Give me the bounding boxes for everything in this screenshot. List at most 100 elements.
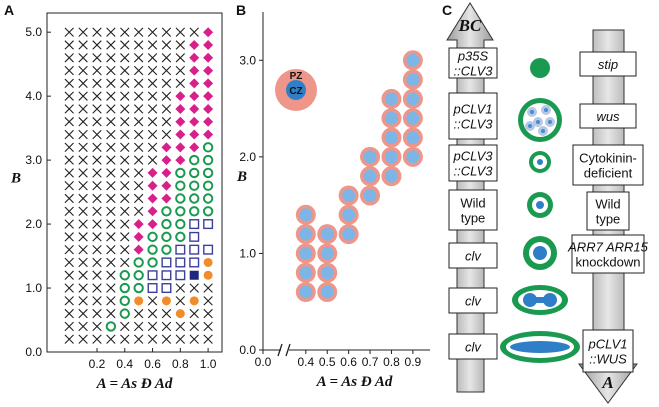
cross-marker [120, 53, 130, 63]
diamond-marker [203, 39, 214, 50]
cross-marker [78, 65, 88, 76]
ring-marker [147, 244, 158, 255]
label-box [448, 144, 498, 182]
cross-marker [133, 53, 144, 63]
cross-marker [120, 40, 130, 50]
cross-marker [147, 40, 158, 50]
diamond-marker [189, 103, 200, 114]
cross-marker [78, 244, 88, 255]
cross-marker [175, 27, 186, 37]
cz-bubble [363, 150, 377, 164]
cross-marker [64, 142, 74, 153]
cross-marker [92, 181, 102, 191]
cross-marker [147, 155, 158, 165]
cross-marker [106, 308, 116, 319]
cross-marker [64, 181, 74, 191]
cross-marker [133, 104, 144, 114]
cross-marker [133, 78, 144, 89]
cross-marker [147, 142, 158, 153]
cross-marker [106, 117, 116, 127]
square-marker [189, 219, 200, 230]
ring-marker [147, 231, 158, 243]
cross-marker [64, 168, 74, 178]
cross-marker [92, 257, 102, 268]
cross-marker [106, 155, 116, 165]
cross-marker [120, 244, 130, 255]
square-marker [203, 244, 214, 255]
cross-marker [106, 168, 116, 178]
x-tick-label: 0.5 [319, 355, 336, 369]
cross-marker [78, 53, 88, 63]
cross-marker [64, 206, 74, 216]
dot-marker [134, 296, 144, 306]
box-label: pCLV3 [452, 149, 493, 164]
cross-marker [78, 78, 88, 89]
ring-marker [119, 282, 130, 294]
cross-marker [175, 53, 186, 63]
cross-marker [64, 129, 74, 140]
cross-marker [203, 308, 213, 319]
cross-marker [120, 65, 130, 76]
label-box [448, 333, 498, 360]
cross-marker [161, 65, 172, 76]
box-label: ::WUS [589, 352, 627, 367]
diamond-marker [203, 27, 214, 38]
cross-marker [203, 321, 213, 332]
cross-marker [78, 283, 88, 293]
ring-marker [161, 206, 172, 217]
square-marker [175, 244, 186, 255]
x-tick-label: 0.6 [144, 357, 161, 371]
diamond-marker [161, 142, 172, 153]
diamond-marker [203, 52, 214, 63]
cross-marker [92, 232, 102, 242]
cross-marker [120, 129, 130, 140]
diamond-marker [189, 52, 200, 63]
cross-marker [147, 53, 158, 63]
box-label: deficient [584, 166, 633, 181]
diamond-marker [189, 65, 200, 76]
diamond-marker [203, 129, 214, 140]
ring-marker [189, 193, 200, 204]
cross-marker [78, 129, 88, 140]
cross-marker [133, 129, 144, 140]
cross-marker [106, 193, 116, 204]
cz-bubble [384, 150, 398, 164]
ring-marker [133, 257, 144, 268]
panel-letter: B [236, 2, 246, 18]
cross-marker [203, 334, 213, 344]
dot-marker [175, 309, 185, 319]
cross-marker [106, 244, 116, 255]
y-tick-label: 0.0 [25, 345, 42, 359]
cross-marker [106, 53, 116, 63]
ring-marker [147, 257, 158, 268]
ring-marker [202, 193, 214, 204]
cross-marker [120, 206, 130, 216]
cz-bubble [384, 111, 398, 125]
cross-marker [64, 40, 74, 50]
x-tick-label: 0.4 [116, 357, 133, 371]
cross-marker [78, 296, 88, 306]
y-axis-label: B [236, 169, 247, 185]
cross-marker [120, 91, 130, 101]
square-marker [147, 270, 158, 281]
cross-marker [106, 257, 116, 268]
diamond-marker [133, 219, 144, 230]
cross-marker [106, 27, 116, 37]
x-tick-label: 1.0 [200, 357, 217, 371]
label-box [448, 242, 498, 269]
panel-letter: A [4, 2, 14, 18]
cross-marker [106, 78, 116, 89]
cz-bubble [384, 131, 398, 145]
diamond-marker [189, 142, 200, 153]
cross-marker [78, 27, 88, 37]
diamond-marker [203, 91, 214, 102]
square-marker [147, 283, 158, 294]
square-marker [161, 257, 172, 268]
cz-bubble [406, 92, 420, 106]
cz-bubble [406, 131, 420, 145]
cross-marker [92, 308, 102, 319]
ring-marker [175, 231, 186, 243]
ring-marker [119, 308, 130, 319]
filled-square-marker [189, 270, 199, 280]
cz-bubble [406, 53, 420, 67]
